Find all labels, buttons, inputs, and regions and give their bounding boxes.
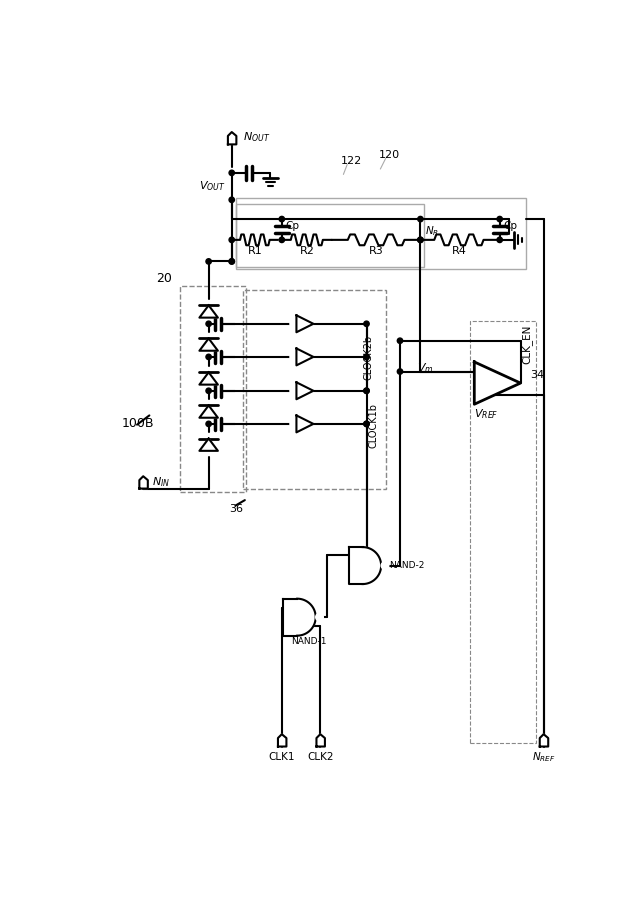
Circle shape <box>364 421 369 427</box>
Polygon shape <box>200 405 218 418</box>
Circle shape <box>229 259 234 264</box>
Circle shape <box>364 354 369 360</box>
Circle shape <box>206 259 211 264</box>
Circle shape <box>497 216 502 222</box>
Text: $N_{IN}$: $N_{IN}$ <box>152 476 171 489</box>
Circle shape <box>279 216 285 222</box>
Text: $V_{REF}$: $V_{REF}$ <box>474 407 498 420</box>
Polygon shape <box>278 735 287 746</box>
Polygon shape <box>228 132 236 144</box>
Circle shape <box>418 237 423 242</box>
Circle shape <box>397 338 403 343</box>
Text: 120: 120 <box>379 150 400 160</box>
Circle shape <box>418 237 423 242</box>
Bar <box>236 203 424 267</box>
Text: 100B: 100B <box>122 417 154 429</box>
Circle shape <box>229 170 234 175</box>
Circle shape <box>418 216 423 222</box>
Text: R4: R4 <box>451 246 467 256</box>
Polygon shape <box>296 416 314 432</box>
Circle shape <box>397 369 403 374</box>
Text: NAND-1: NAND-1 <box>291 637 326 646</box>
Text: 36: 36 <box>230 504 243 514</box>
Circle shape <box>364 354 369 360</box>
Text: R2: R2 <box>300 246 314 256</box>
Circle shape <box>229 237 234 242</box>
Text: CLOCK1b: CLOCK1b <box>368 403 378 448</box>
Bar <box>243 290 386 489</box>
Text: CLK_EN: CLK_EN <box>521 325 532 364</box>
Polygon shape <box>316 735 325 746</box>
Text: NAND-2: NAND-2 <box>390 561 425 570</box>
Text: $V_{OUT}$: $V_{OUT}$ <box>199 179 225 192</box>
Text: $+$: $+$ <box>479 382 492 398</box>
Circle shape <box>291 420 296 427</box>
Text: 34: 34 <box>530 370 544 380</box>
Text: 122: 122 <box>340 156 362 166</box>
Circle shape <box>364 321 369 327</box>
Polygon shape <box>540 735 548 746</box>
Text: $V_m$: $V_m$ <box>417 360 433 375</box>
Text: CLK1: CLK1 <box>269 753 295 763</box>
Circle shape <box>206 354 211 360</box>
Text: CLOCK2b: CLOCK2b <box>363 335 373 380</box>
Text: 20: 20 <box>157 271 172 285</box>
Text: $N_R$: $N_R$ <box>425 223 439 238</box>
Bar <box>180 286 246 492</box>
Polygon shape <box>349 548 381 584</box>
Circle shape <box>206 388 211 393</box>
Polygon shape <box>200 305 218 318</box>
Circle shape <box>279 237 285 242</box>
Circle shape <box>291 321 296 327</box>
Circle shape <box>291 388 296 394</box>
Text: CLK2: CLK2 <box>307 753 333 763</box>
Polygon shape <box>284 598 316 636</box>
Circle shape <box>364 421 369 427</box>
Text: R3: R3 <box>369 246 383 256</box>
Circle shape <box>206 321 211 327</box>
Circle shape <box>229 197 234 202</box>
Text: Cp: Cp <box>504 222 518 232</box>
Text: R1: R1 <box>248 246 262 256</box>
Circle shape <box>497 237 502 242</box>
Text: $-$: $-$ <box>479 369 492 383</box>
Circle shape <box>291 354 296 360</box>
Polygon shape <box>296 315 314 332</box>
Polygon shape <box>200 372 218 385</box>
Circle shape <box>364 388 369 393</box>
Polygon shape <box>474 362 520 404</box>
Circle shape <box>364 388 369 393</box>
Text: Cp: Cp <box>285 222 300 232</box>
Bar <box>470 321 536 743</box>
Circle shape <box>206 421 211 427</box>
Polygon shape <box>296 349 314 365</box>
Text: $N_{REF}$: $N_{REF}$ <box>532 750 556 765</box>
Circle shape <box>381 562 388 569</box>
Polygon shape <box>200 439 218 451</box>
Circle shape <box>316 614 323 621</box>
Polygon shape <box>140 477 148 489</box>
Bar <box>236 198 526 269</box>
Text: $N_{OUT}$: $N_{OUT}$ <box>243 131 270 144</box>
Polygon shape <box>296 382 314 400</box>
Circle shape <box>229 259 234 264</box>
Polygon shape <box>200 339 218 350</box>
